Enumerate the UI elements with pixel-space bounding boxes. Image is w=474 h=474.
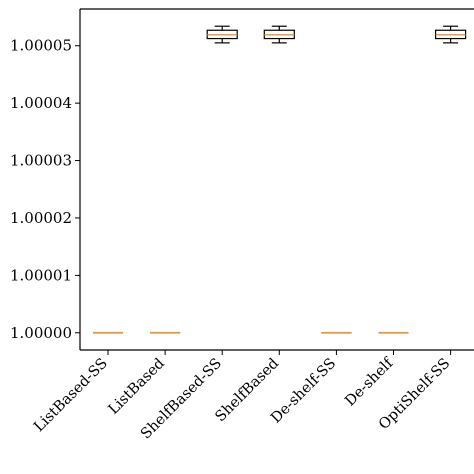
y-tick-label: 1.00005 xyxy=(10,37,72,55)
axes xyxy=(79,8,474,351)
box-shelfbased xyxy=(263,25,295,44)
box-shelfbased-ss xyxy=(206,25,238,44)
y-tick-label: 1.00004 xyxy=(10,94,72,112)
y-tick-label: 1.00000 xyxy=(10,324,72,342)
y-tick-label: 1.00003 xyxy=(10,152,72,170)
x-category-label: ListBased-SS xyxy=(31,356,111,436)
x-category-label: De-shelf xyxy=(342,354,397,409)
plot-area xyxy=(93,25,467,334)
x-axis-ticks: ListBased-SSListBasedShelfBased-SSShelfB… xyxy=(31,350,453,442)
y-tick-label: 1.00001 xyxy=(10,266,72,284)
y-axis-ticks: 1.00000 1.00001 1.00002 1.00003 1.00004 1.000… xyxy=(10,37,80,342)
x-category-label: ListBased xyxy=(106,356,168,418)
y-tick-label: 1.00002 xyxy=(10,209,72,227)
box-optishelf-ss xyxy=(435,25,467,44)
